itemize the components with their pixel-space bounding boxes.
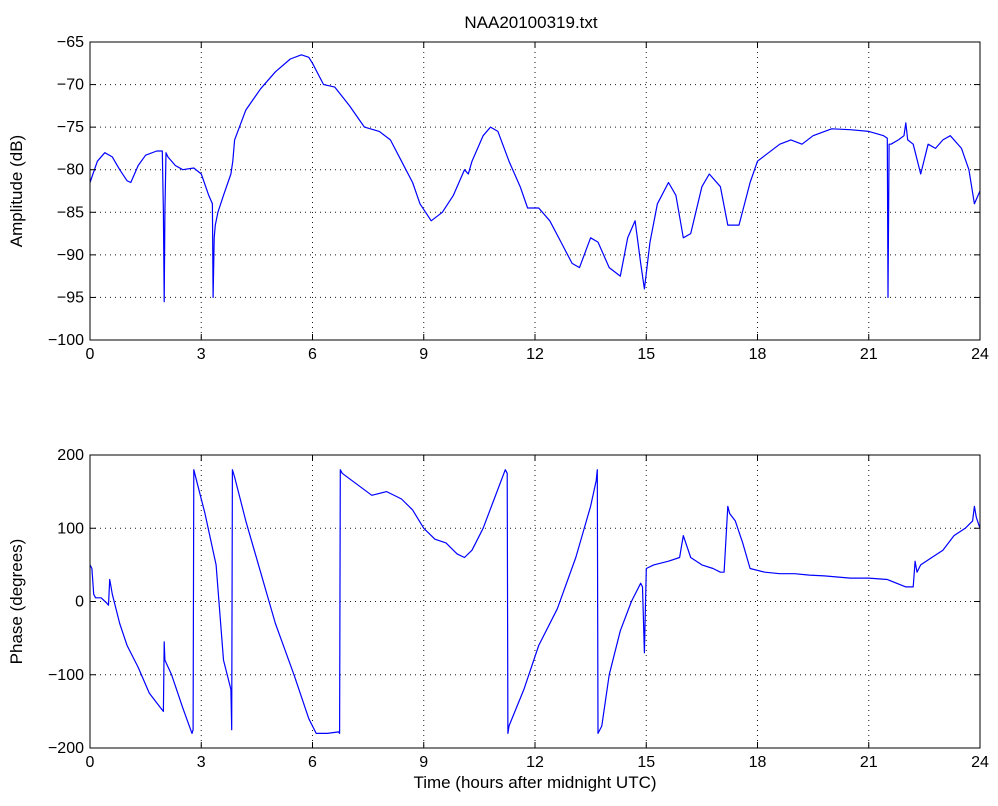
amplitude-x-tick-label: 9 bbox=[419, 346, 428, 363]
phase-panel: 0 3 6 9 12 15 18 21 24 −200 −100 0 100 200 Phase (deg… bbox=[7, 447, 989, 792]
amplitude-x-tick-label: 12 bbox=[526, 346, 544, 363]
amplitude-x-tick-label: 0 bbox=[86, 346, 95, 363]
amplitude-y-tick-label: −90 bbox=[57, 247, 84, 264]
amplitude-ticks: 0 3 6 9 12 15 18 21 24 −100 −95 −90 −85 −80 −75 −70 −65 bbox=[48, 34, 989, 363]
amplitude-y-tick-label: −70 bbox=[57, 77, 84, 94]
phase-x-tick-label: 3 bbox=[197, 754, 206, 771]
phase-y-axis-label: Phase (degrees) bbox=[7, 539, 26, 665]
amplitude-x-tick-label: 15 bbox=[637, 346, 655, 363]
phase-x-tick-label: 15 bbox=[637, 754, 655, 771]
phase-x-tick-label: 9 bbox=[419, 754, 428, 771]
phase-y-tick-label: 200 bbox=[57, 447, 84, 464]
amplitude-y-tick-label: −80 bbox=[57, 162, 84, 179]
amplitude-y-tick-label: −65 bbox=[57, 34, 84, 51]
phase-x-tick-label: 0 bbox=[86, 754, 95, 771]
amplitude-series-line bbox=[89, 54, 981, 303]
phase-y-tick-label: −200 bbox=[48, 740, 84, 757]
phase-x-tick-label: 6 bbox=[308, 754, 317, 771]
phase-x-tick-label: 24 bbox=[971, 754, 989, 771]
phase-y-tick-label: −100 bbox=[48, 667, 84, 684]
phase-series-line bbox=[89, 469, 981, 734]
amplitude-x-tick-label: 6 bbox=[308, 346, 317, 363]
phase-y-tick-label: 0 bbox=[75, 594, 84, 611]
amplitude-y-tick-label: −95 bbox=[57, 289, 84, 306]
phase-y-tick-label: 100 bbox=[57, 520, 84, 537]
amplitude-x-tick-label: 3 bbox=[197, 346, 206, 363]
amplitude-y-tick-label: −85 bbox=[57, 204, 84, 221]
amplitude-plot-frame bbox=[89, 41, 981, 341]
amplitude-y-tick-label: −100 bbox=[48, 332, 84, 349]
phase-x-tick-label: 21 bbox=[860, 754, 878, 771]
amplitude-y-tick-label: −75 bbox=[57, 119, 84, 136]
amplitude-x-tick-label: 18 bbox=[749, 346, 767, 363]
amplitude-panel: 0 3 6 9 12 15 18 21 24−100−95−90−85−80−75−70−65 … bbox=[7, 34, 989, 363]
chart-title: NAA20100319.txt bbox=[464, 13, 598, 32]
phase-x-axis-label: Time (hours after midnight UTC) bbox=[413, 773, 656, 792]
amplitude-series-layer bbox=[89, 54, 981, 303]
phase-ticks: 0 3 6 9 12 15 18 21 24 −200 −100 0 100 200 bbox=[48, 447, 989, 771]
phase-x-tick-label: 18 bbox=[749, 754, 767, 771]
amplitude-x-tick-label: 21 bbox=[860, 346, 878, 363]
amplitude-grid bbox=[90, 42, 980, 340]
amplitude-y-axis-label: Amplitude (dB) bbox=[7, 135, 26, 247]
amplitude-x-tick-label: 24 bbox=[971, 346, 989, 363]
phase-series-layer bbox=[89, 469, 981, 734]
phase-grid bbox=[90, 455, 980, 748]
phase-x-tick-label: 12 bbox=[526, 754, 544, 771]
